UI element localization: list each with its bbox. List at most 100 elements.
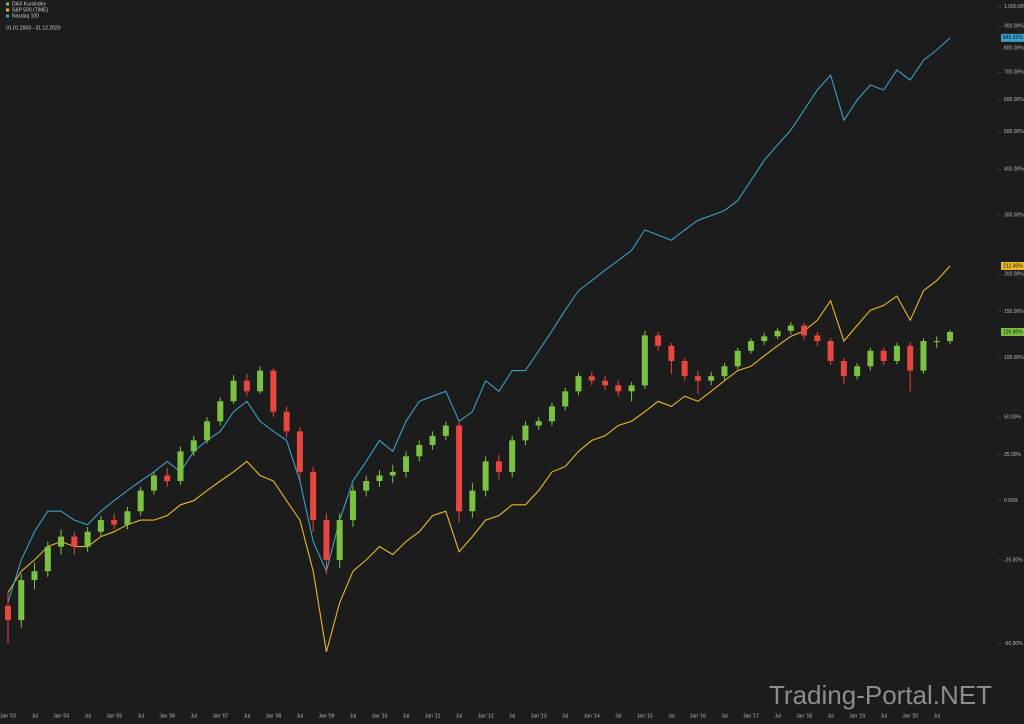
candle-body	[363, 481, 370, 491]
x-tick-label: Jul	[84, 713, 90, 719]
x-tick-label: Jul	[456, 713, 462, 719]
candle-body	[867, 350, 874, 367]
candle-body	[840, 360, 847, 377]
candle-body	[655, 335, 662, 346]
candle-body	[801, 325, 808, 336]
x-tick-label: Jul	[880, 713, 886, 719]
x-tick-label: Jul	[668, 713, 674, 719]
x-tick-label: Jan '14	[584, 713, 600, 719]
x-tick-label: Jan '04	[53, 713, 69, 719]
value-tag-label: 845.22%	[1003, 35, 1023, 41]
y-tick-label: 700.00%	[1004, 70, 1024, 76]
candle-body	[522, 425, 529, 441]
candle-body	[787, 325, 794, 331]
y-tick-label: 50.00%	[1004, 414, 1022, 420]
candle-body	[588, 376, 595, 381]
candle-body	[389, 471, 396, 476]
value-tag-label: 212.40%	[1003, 263, 1023, 269]
y-tick-label: 150.00%	[1004, 309, 1024, 315]
candle-body	[442, 425, 449, 436]
x-tick-label: Jan '20	[902, 713, 918, 719]
candle-body	[111, 520, 118, 525]
x-tick-label: Jul	[31, 713, 37, 719]
candle-body	[947, 331, 953, 342]
x-tick-label: Jan '18	[796, 713, 812, 719]
candle-body	[933, 341, 940, 343]
y-tick-label: 0.00%	[1004, 498, 1019, 504]
candle-body	[217, 401, 224, 422]
period-label: 01.01.2003 - 31.12.2020	[6, 25, 61, 31]
candle-body	[562, 391, 569, 407]
y-tick-label: 200.00%	[1004, 272, 1024, 278]
candle-body	[416, 445, 423, 457]
candle-body	[124, 511, 131, 525]
candle-body	[668, 345, 675, 361]
candle-body	[31, 571, 38, 581]
x-tick-label: Jul	[721, 713, 727, 719]
legend-swatch	[6, 8, 9, 12]
x-tick-label: Jul	[615, 713, 621, 719]
candle-body	[469, 490, 476, 512]
candle-body	[177, 451, 184, 482]
x-tick-label: Jul	[137, 713, 143, 719]
candle-body	[44, 546, 51, 572]
y-tick-label: 100.00%	[1004, 355, 1024, 361]
candle-body	[310, 471, 317, 521]
candle-body	[71, 536, 78, 547]
x-tick-label: Jan '12	[478, 713, 494, 719]
candle-body	[403, 456, 410, 472]
legend-swatch	[6, 14, 9, 18]
candle-body	[349, 490, 356, 521]
candle-body	[880, 350, 887, 361]
x-tick-label: Jan '03	[0, 713, 16, 719]
legend-label: Nasdaq 100	[12, 13, 39, 19]
candle-body	[814, 335, 821, 342]
candle-body	[495, 461, 502, 472]
x-tick-label: Jan '09	[318, 713, 334, 719]
candle-body	[602, 380, 609, 386]
x-tick-label: Jan '13	[531, 713, 547, 719]
candle-body	[509, 440, 516, 472]
x-tick-label: Jul	[827, 713, 833, 719]
candle-body	[708, 376, 715, 381]
candle-body	[774, 330, 781, 337]
candle-body	[615, 385, 622, 392]
y-tick-label: 600.00%	[1004, 97, 1024, 103]
candle-body	[694, 376, 701, 381]
candle-body	[456, 425, 463, 512]
x-tick-label: Jul	[509, 713, 515, 719]
candle-body	[681, 360, 688, 377]
x-tick-label: Jan '08	[265, 713, 281, 719]
line-series	[7, 37, 951, 603]
candle-body	[734, 350, 741, 367]
candle-body	[150, 475, 157, 491]
x-tick-label: Jul	[774, 713, 780, 719]
legend-label: S&P 500 (TIME)	[12, 7, 49, 13]
candle-body	[296, 431, 303, 472]
y-tick-label: -25.00%	[1004, 557, 1023, 563]
x-tick-label: Jul	[934, 713, 940, 719]
x-tick-label: Jul	[244, 713, 250, 719]
x-tick-label: Jul	[191, 713, 197, 719]
candle-body	[336, 520, 343, 560]
x-tick-label: Jan '19	[849, 713, 865, 719]
candle-body	[137, 490, 144, 512]
candle-body	[97, 520, 104, 532]
candle-body	[58, 536, 65, 547]
candle-body	[376, 475, 383, 482]
y-tick-label: 900.00%	[1004, 24, 1024, 30]
x-tick-label: Jan '10	[372, 713, 388, 719]
candle-body	[920, 341, 927, 371]
x-tick-label: Jul	[350, 713, 356, 719]
candle-body	[5, 605, 11, 621]
candle-body	[721, 366, 728, 377]
y-tick-label: 800.00%	[1004, 45, 1024, 51]
x-tick-label: Jul	[297, 713, 303, 719]
y-tick-label: 25.00%	[1004, 452, 1022, 458]
candle-body	[18, 580, 25, 621]
legend-swatch	[6, 2, 9, 6]
candle-body	[230, 380, 237, 402]
candle-body	[204, 421, 211, 441]
candle-body	[893, 345, 900, 361]
